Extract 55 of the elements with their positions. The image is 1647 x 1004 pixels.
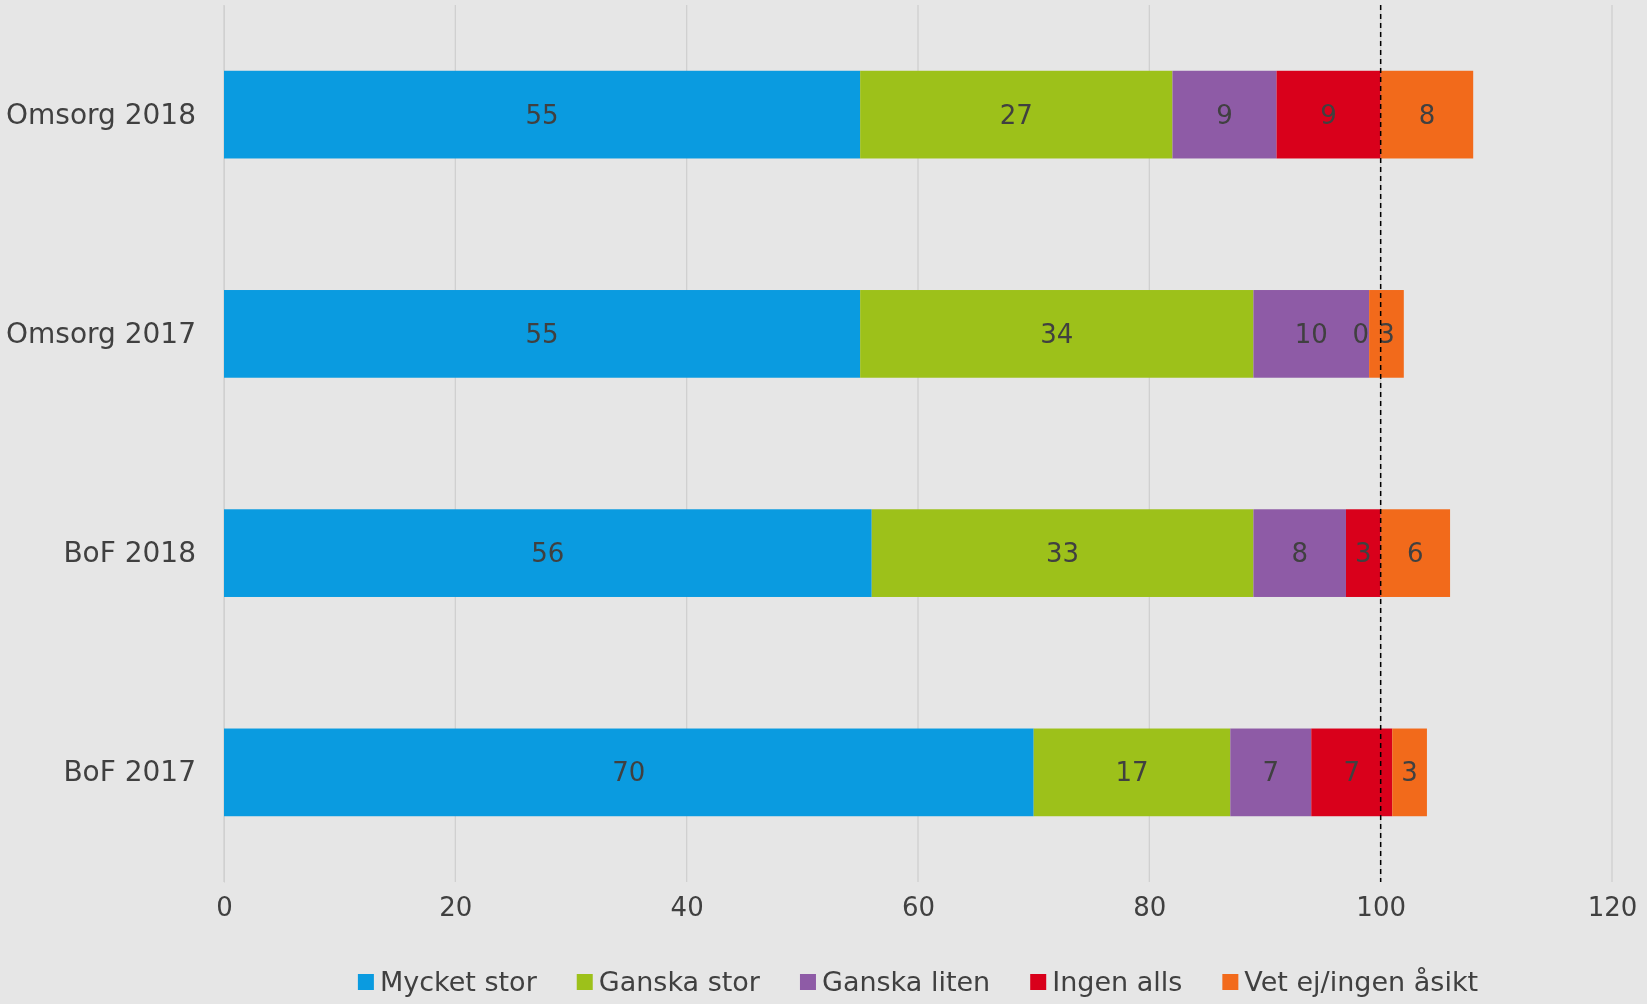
bar [1392, 728, 1427, 817]
bar [1380, 509, 1451, 597]
legend-label: Ingen alls [1052, 966, 1183, 998]
x-tick-label: 80 [1133, 892, 1167, 923]
data-label: 8 [1291, 538, 1308, 569]
bar [860, 290, 1254, 378]
data-label: 3 [1401, 757, 1418, 788]
bar [1345, 509, 1381, 597]
bar [1033, 728, 1231, 817]
bar [1369, 290, 1404, 378]
data-label: 7 [1343, 757, 1361, 788]
data-label: 55 [525, 99, 559, 130]
bar [224, 509, 872, 597]
data-label: 3 [1378, 318, 1395, 349]
x-tick-label: 20 [439, 892, 473, 923]
data-label: 6 [1407, 538, 1424, 569]
bar [1253, 509, 1346, 597]
bar [1253, 290, 1370, 378]
bar [1172, 70, 1277, 159]
legend-label: Vet ej/ingen åsikt [1244, 966, 1479, 998]
legend-label: Ganska stor [598, 966, 761, 998]
bar [871, 509, 1254, 597]
bar [224, 290, 861, 378]
x-tick-label: 120 [1587, 892, 1638, 923]
bar [224, 70, 861, 159]
legend-label: Ganska liten [821, 966, 991, 998]
y-tick-label: Omsorg 2017 [6, 316, 196, 350]
data-label: 70 [612, 757, 646, 788]
data-label: 27 [999, 99, 1033, 130]
legend-label: Mycket stor [379, 966, 538, 998]
x-tick-label: 40 [670, 892, 704, 923]
data-label: 56 [531, 538, 565, 569]
bar [1230, 728, 1312, 817]
data-label: 55 [525, 318, 559, 349]
data-label: 8 [1418, 99, 1436, 130]
bar [1311, 728, 1393, 817]
bar [1380, 70, 1474, 159]
data-label: 0 [1352, 318, 1370, 349]
data-label: 9 [1216, 99, 1233, 130]
data-label: 34 [1040, 318, 1074, 349]
data-label: 17 [1115, 757, 1149, 788]
bar [860, 70, 1173, 159]
x-tick-label: 60 [901, 892, 936, 923]
data-label: 10 [1294, 318, 1328, 349]
x-tick-label: 100 [1356, 892, 1406, 923]
y-tick-label: BoF 2017 [63, 755, 196, 789]
data-label: 3 [1355, 538, 1372, 569]
y-tick-label: Omsorg 2018 [6, 97, 196, 131]
x-tick-label: 0 [216, 892, 233, 923]
data-label: 7 [1262, 757, 1280, 788]
data-label: 9 [1320, 99, 1337, 130]
bar [224, 728, 1034, 817]
y-tick-label: BoF 2018 [63, 536, 196, 570]
bar [1276, 70, 1381, 159]
data-label: 33 [1046, 538, 1080, 569]
